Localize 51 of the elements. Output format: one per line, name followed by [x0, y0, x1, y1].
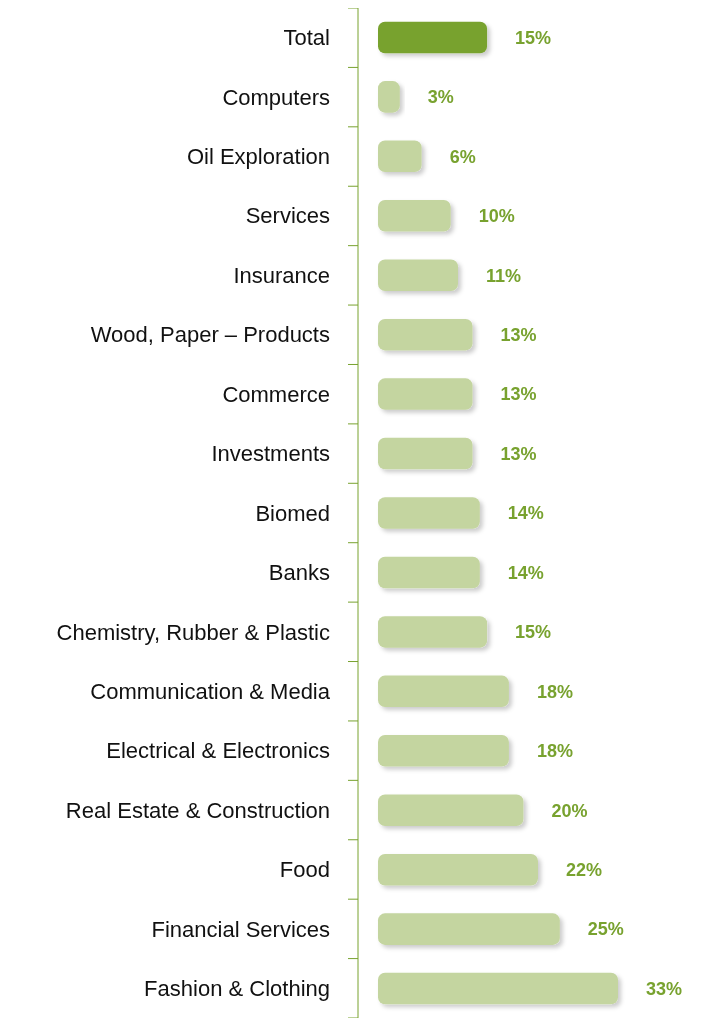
- data-label: 10%: [478, 206, 515, 227]
- data-label: 3%: [427, 87, 454, 108]
- y-tick-label: Computers: [222, 84, 330, 110]
- bar: [378, 437, 473, 470]
- bar: [378, 556, 480, 589]
- data-label: 11%: [486, 265, 522, 286]
- data-label: 20%: [551, 800, 588, 821]
- y-tick-label: Total: [283, 25, 330, 51]
- bar: [378, 81, 400, 113]
- bar: [378, 913, 560, 945]
- y-tick-label: Electrical & Electronics: [106, 738, 330, 764]
- data-label: 14%: [507, 562, 544, 583]
- bar: [378, 318, 473, 351]
- y-tick-label: Chemistry, Rubber & Plastic: [56, 619, 330, 645]
- y-tick-label: Fashion & Clothing: [144, 976, 330, 1002]
- y-tick-label: Banks: [268, 560, 330, 586]
- data-label: 6%: [449, 146, 476, 167]
- bar: [378, 259, 458, 291]
- bar: [378, 735, 509, 767]
- bar: [378, 972, 618, 1005]
- y-tick-label: Oil Exploration: [186, 144, 330, 170]
- data-label: 25%: [587, 919, 624, 940]
- bar: [378, 675, 509, 708]
- y-tick-label: Financial Services: [151, 916, 330, 942]
- data-label: 13%: [500, 324, 537, 345]
- y-tick-label: Investments: [211, 441, 330, 467]
- data-label: 13%: [500, 443, 537, 464]
- data-label: 18%: [536, 681, 573, 702]
- bar: [378, 794, 524, 826]
- y-tick-label: Communication & Media: [90, 679, 331, 705]
- data-label: 33%: [646, 978, 683, 999]
- data-label: 15%: [515, 27, 552, 48]
- y-tick-label: Insurance: [233, 262, 330, 288]
- y-tick-label: Wood, Paper – Products: [90, 322, 330, 348]
- y-tick-label: Commerce: [222, 381, 330, 407]
- y-tick-label: Food: [279, 857, 330, 883]
- bar: [378, 497, 480, 529]
- bar: [378, 616, 488, 648]
- data-label: 22%: [566, 859, 603, 880]
- data-label: 13%: [500, 384, 537, 405]
- bar: [378, 200, 451, 232]
- y-tick-label: Services: [245, 203, 330, 229]
- data-label: 14%: [507, 503, 544, 524]
- bar: [378, 21, 488, 54]
- bar: [378, 140, 422, 173]
- bar: [378, 853, 538, 886]
- data-label: 15%: [515, 622, 552, 643]
- y-tick-label: Biomed: [255, 500, 330, 526]
- bar: [378, 378, 473, 410]
- y-tick-label: Real Estate & Construction: [65, 797, 330, 823]
- data-label: 18%: [536, 741, 573, 762]
